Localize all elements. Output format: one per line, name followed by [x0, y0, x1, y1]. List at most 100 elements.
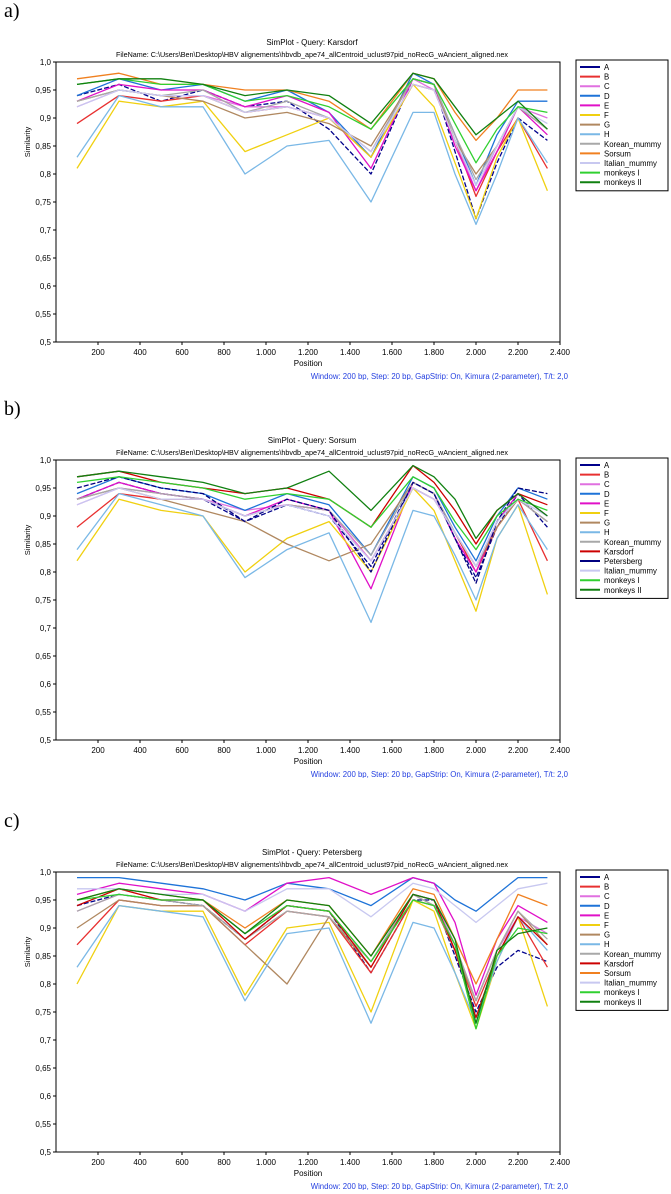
legend-entry: G — [604, 519, 610, 528]
y-tick-label: 0,75 — [35, 198, 51, 207]
y-tick-label: 0,9 — [40, 512, 52, 521]
panel-a: a) SimPlot - Query: Karsdorf FileName: C:… — [0, 0, 671, 380]
legend-entry: Sorsum — [604, 149, 631, 158]
legend-entry: Petersberg — [604, 557, 642, 566]
legend-entry: F — [604, 921, 609, 930]
window-info-footer: Window: 200 bp, Step: 20 bp, GapStrip: O… — [311, 1182, 569, 1190]
x-axis-label: Position — [294, 757, 322, 766]
y-tick-label: 0,8 — [40, 980, 52, 989]
y-tick-label: 0,75 — [35, 1008, 51, 1017]
legend-entry: Karsdorf — [604, 959, 634, 968]
chart-subtitle: FileName: C:\Users\Ben\Desktop\HBV align… — [116, 448, 508, 457]
y-tick-label: 1,0 — [40, 456, 52, 465]
x-tick-label: 1.600 — [382, 1158, 403, 1167]
x-tick-label: 400 — [133, 1158, 147, 1167]
y-tick-label: 0,9 — [40, 114, 52, 123]
x-tick-label: 400 — [133, 348, 147, 357]
x-tick-label: 200 — [91, 746, 105, 755]
x-tick-label: 2.000 — [466, 348, 487, 357]
y-tick-label: 0,5 — [40, 338, 52, 347]
legend-entry: Italian_mummy — [604, 567, 657, 576]
legend-entry: E — [604, 101, 609, 110]
legend-entry: F — [604, 509, 609, 518]
y-tick-label: 0,6 — [40, 680, 52, 689]
x-tick-label: 1.600 — [382, 348, 403, 357]
x-tick-label: 1.400 — [340, 1158, 361, 1167]
series-line-monkeys-i — [76, 893, 548, 1030]
series-line-monkeys-i — [76, 78, 548, 164]
legend-entry: G — [604, 931, 610, 940]
legend-entry: monkeys I — [604, 988, 640, 997]
chart-subtitle: FileName: C:\Users\Ben\Desktop\HBV align… — [116, 50, 508, 59]
legend-entry: A — [604, 63, 610, 72]
y-tick-label: 0,75 — [35, 596, 51, 605]
y-tick-label: 0,95 — [35, 484, 51, 493]
legend-entry: monkeys I — [604, 169, 640, 178]
x-tick-label: 2.000 — [466, 1158, 487, 1167]
x-tick-label: 2.400 — [550, 348, 571, 357]
x-axis-label: Position — [294, 1169, 322, 1178]
series-line-italian_mummy — [76, 83, 548, 186]
legend-entry: D — [604, 92, 610, 101]
legend-entry: H — [604, 528, 610, 537]
y-tick-label: 0,7 — [40, 1036, 52, 1045]
y-tick-label: 0,95 — [35, 896, 51, 905]
x-tick-label: 800 — [217, 348, 231, 357]
x-tick-label: 200 — [91, 1158, 105, 1167]
chart-c-svg: SimPlot - Query: Petersberg FileName: C:\… — [23, 848, 669, 1190]
panel-label-a: a) — [4, 0, 20, 22]
chart-b-svg: SimPlot - Query: Sorsum FileName: C:\User… — [23, 436, 669, 778]
y-axis-label: Similarity — [23, 937, 32, 968]
legend-box — [575, 869, 669, 1011]
x-tick-label: 2.400 — [550, 746, 571, 755]
chart-subtitle: FileName: C:\Users\Ben\Desktop\HBV align… — [116, 860, 508, 869]
series-line-italian_mummy — [77, 882, 548, 924]
series-line-f — [76, 83, 549, 220]
x-tick-label: 200 — [91, 348, 105, 357]
legend-entry: B — [604, 883, 609, 892]
y-tick-label: 0,9 — [40, 924, 52, 933]
y-tick-label: 0,85 — [35, 540, 51, 549]
y-tick-label: 0,95 — [35, 86, 51, 95]
panel-label-c: c) — [4, 810, 20, 832]
legend-entry: Korean_mummy — [604, 538, 661, 547]
series-line-h — [76, 94, 548, 226]
chart-title: SimPlot - Query: Sorsum — [268, 436, 357, 445]
x-tick-label: 600 — [175, 348, 189, 357]
y-tick-label: 0,6 — [40, 282, 52, 291]
x-tick-label: 1.400 — [340, 746, 361, 755]
y-tick-label: 1,0 — [40, 868, 52, 877]
x-tick-label: 2.400 — [550, 1158, 571, 1167]
panel-label-b: b) — [4, 398, 21, 420]
x-tick-label: 400 — [133, 746, 147, 755]
series-line-d — [77, 876, 548, 912]
legend-entry: E — [604, 911, 609, 920]
y-tick-label: 0,7 — [40, 624, 52, 633]
y-tick-label: 1,0 — [40, 58, 52, 67]
legend-entry: Sorsum — [604, 969, 631, 978]
y-tick-label: 0,55 — [35, 708, 51, 717]
x-tick-label: 1.400 — [340, 348, 361, 357]
x-tick-label: 1.200 — [298, 348, 319, 357]
y-tick-label: 0,5 — [40, 1148, 52, 1157]
x-axis-label: Position — [294, 359, 322, 368]
legend-entry: D — [604, 490, 610, 499]
series-line-italian_mummy — [76, 487, 548, 568]
y-tick-label: 0,65 — [35, 1064, 51, 1073]
x-tick-label: 2.200 — [508, 348, 529, 357]
x-tick-label: 800 — [217, 1158, 231, 1167]
legend-entry: Karsdorf — [604, 547, 634, 556]
x-tick-label: 1.600 — [382, 746, 403, 755]
legend-entry: monkeys I — [604, 576, 640, 585]
y-tick-label: 0,5 — [40, 736, 52, 745]
y-tick-label: 0,85 — [35, 142, 51, 151]
y-axis-label: Similarity — [23, 525, 32, 556]
x-tick-label: 2.200 — [508, 746, 529, 755]
y-tick-label: 0,7 — [40, 226, 52, 235]
legend-entry: A — [604, 461, 610, 470]
x-tick-label: 600 — [175, 1158, 189, 1167]
legend-entry: G — [604, 121, 610, 130]
legend-entry: B — [604, 471, 609, 480]
window-info-footer: Window: 200 bp, Step: 20 bp, GapStrip: O… — [311, 770, 569, 778]
y-tick-label: 0,8 — [40, 568, 52, 577]
